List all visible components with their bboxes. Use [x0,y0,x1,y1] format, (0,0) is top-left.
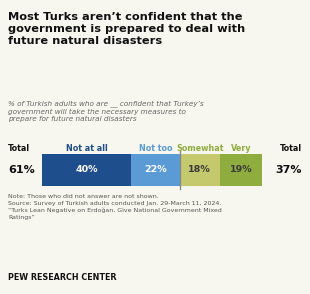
Text: Most Turks aren’t confident that the
government is prepared to deal with
future : Most Turks aren’t confident that the gov… [8,12,245,46]
Text: 37%: 37% [276,165,302,175]
Bar [220,154,262,186]
Text: Very: Very [231,144,251,153]
Bar [42,154,131,186]
Text: Note: Those who did not answer are not shown.
Source: Survey of Turkish adults c: Note: Those who did not answer are not s… [8,194,222,220]
Bar [180,154,220,186]
Text: 18%: 18% [188,166,211,175]
Text: PEW RESEARCH CENTER: PEW RESEARCH CENTER [8,273,117,282]
Text: Total: Total [8,144,30,153]
Text: % of Turkish adults who are __ confident that Turkey’s
government will take the : % of Turkish adults who are __ confident… [8,100,204,122]
Text: Not too: Not too [139,144,172,153]
Text: 22%: 22% [144,166,167,175]
Text: 19%: 19% [230,166,252,175]
Text: Somewhat: Somewhat [176,144,224,153]
Text: Total: Total [280,144,302,153]
Text: Not at all: Not at all [66,144,107,153]
Bar [131,154,180,186]
Text: 61%: 61% [8,165,35,175]
Text: 40%: 40% [75,166,98,175]
